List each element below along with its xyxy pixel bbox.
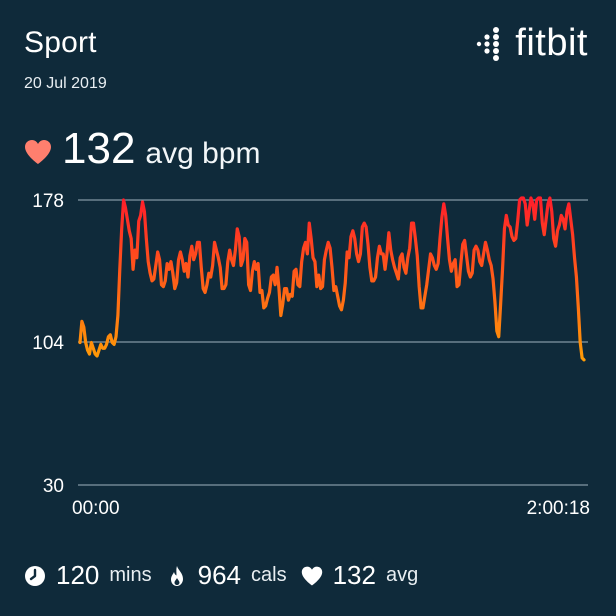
summary-footer: 120 mins 964 cals 132 avg <box>24 560 418 591</box>
brand-logo: fitbit <box>473 22 588 65</box>
heart-rate-unit: avg <box>385 564 419 586</box>
duration-stat: 120 mins <box>24 560 152 591</box>
heart-rate-value: 132 <box>332 560 376 590</box>
avg-heart-rate: 132 avg bpm <box>24 124 261 174</box>
flame-icon <box>170 565 183 586</box>
y-tick-top: 178 <box>32 191 64 212</box>
heart-rate-stat: 132 avg <box>301 560 419 591</box>
heart-rate-series-line <box>78 196 586 362</box>
calories-value: 964 <box>197 560 242 590</box>
y-tick-bottom: 30 <box>43 476 64 497</box>
activity-date: 20 Jul 2019 <box>24 75 107 92</box>
x-tick-end: 2:00:18 <box>527 498 590 519</box>
activity-title: Sport <box>24 26 97 59</box>
y-tick-mid: 104 <box>32 333 64 354</box>
duration-unit: mins <box>109 564 152 586</box>
heart-rate-chart: 178 104 30 00:00 2:00:18 <box>32 191 590 519</box>
heart-icon <box>301 566 322 585</box>
calories-stat: 964 cals <box>166 560 287 591</box>
clock-icon <box>25 565 45 586</box>
calories-unit: cals <box>251 564 287 586</box>
avg-unit: avg bpm <box>145 137 261 170</box>
brand-name: fitbit <box>515 22 588 64</box>
duration-value: 120 <box>56 560 100 590</box>
heart-icon <box>25 140 51 164</box>
avg-value: 132 <box>62 124 136 173</box>
fitbit-dots-icon <box>477 26 500 61</box>
x-tick-start: 00:00 <box>72 498 120 519</box>
